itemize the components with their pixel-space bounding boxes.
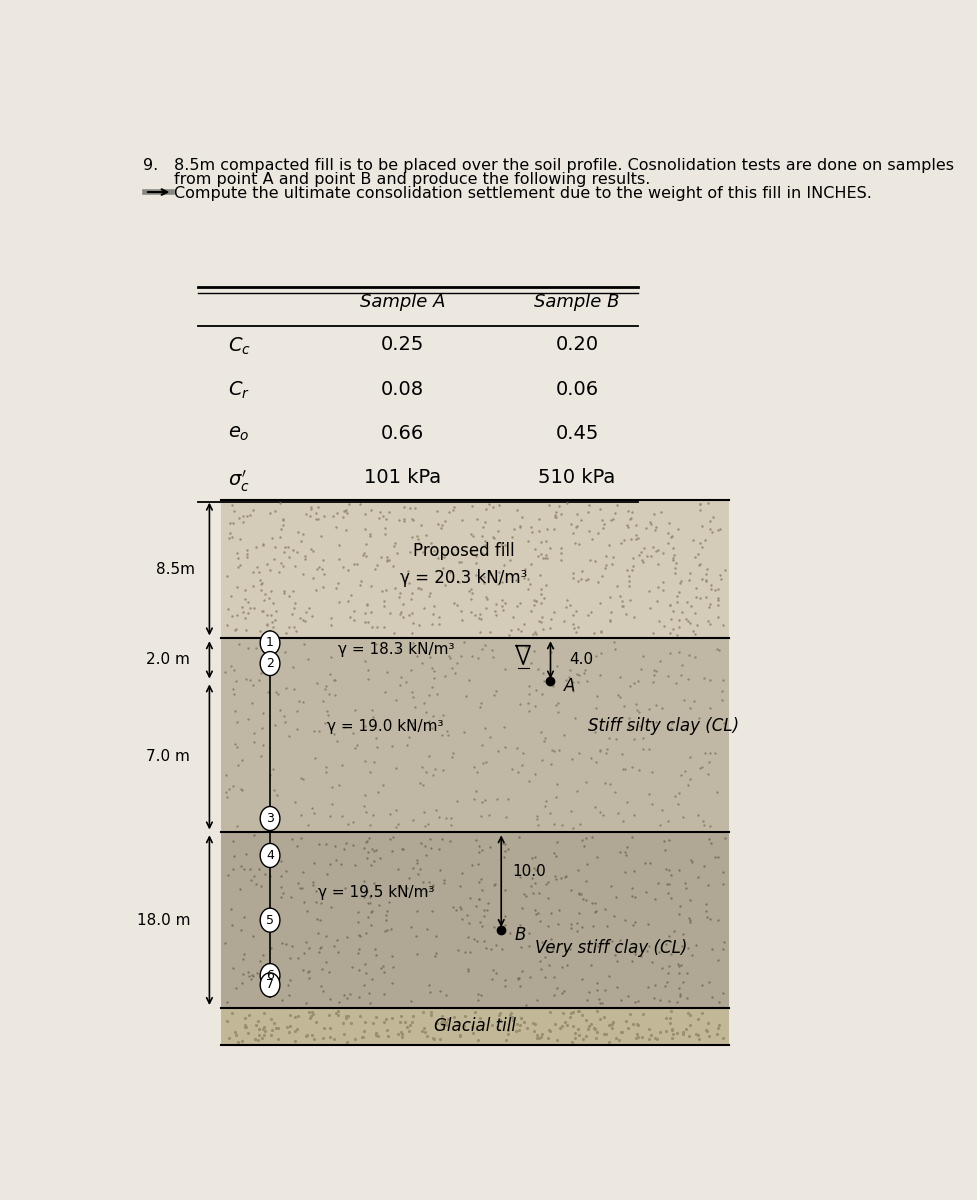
Text: Proposed fill: Proposed fill [412,541,514,559]
Text: 1: 1 [266,636,274,649]
Text: Sample B: Sample B [533,293,619,311]
Text: γ = 19.5 kN/m³: γ = 19.5 kN/m³ [318,884,434,900]
Text: γ = 20.3 kN/m³: γ = 20.3 kN/m³ [400,569,527,587]
Text: 0.08: 0.08 [381,379,424,398]
Circle shape [260,631,279,655]
Text: 101 kPa: 101 kPa [363,468,441,487]
Text: 8.5m compacted fill is to be placed over the soil profile. Cosnolidation tests a: 8.5m compacted fill is to be placed over… [174,158,953,173]
Text: 0.66: 0.66 [381,424,424,443]
Text: γ = 19.0 kN/m³: γ = 19.0 kN/m³ [326,719,443,733]
Text: Glacial till: Glacial till [433,1018,515,1036]
Text: 0.20: 0.20 [555,335,598,354]
Text: 0.45: 0.45 [555,424,598,443]
Bar [221,499,728,638]
Text: 6: 6 [266,970,274,982]
Text: 0.25: 0.25 [381,335,424,354]
Text: 3: 3 [266,812,274,826]
Bar [221,833,728,1008]
Circle shape [260,964,279,988]
Text: A: A [564,677,574,695]
Text: 7: 7 [266,978,274,991]
Text: 5: 5 [266,913,274,926]
Circle shape [260,806,279,830]
Circle shape [260,844,279,868]
Text: 10.0: 10.0 [512,864,546,880]
Text: 8.5m: 8.5m [155,562,194,576]
Text: Very stiff clay (CL): Very stiff clay (CL) [534,938,687,956]
Circle shape [260,652,279,676]
Text: 18.0 m: 18.0 m [137,913,191,928]
Text: Compute the ultimate consolidation settlement due to the weight of this fill in : Compute the ultimate consolidation settl… [174,186,871,200]
Text: 7.0 m: 7.0 m [146,750,190,764]
Text: $C_r$: $C_r$ [229,379,250,401]
Text: 4: 4 [266,848,274,862]
Circle shape [260,973,279,997]
Text: 510 kPa: 510 kPa [538,468,615,487]
Text: 0.06: 0.06 [555,379,598,398]
Text: $e_o$: $e_o$ [229,424,250,443]
Text: 2: 2 [266,658,274,670]
Text: $\sigma_c'$: $\sigma_c'$ [229,468,250,494]
Text: Stiff silty clay (CL): Stiff silty clay (CL) [588,718,739,736]
Bar [221,1008,728,1045]
Text: B: B [514,925,526,943]
Text: γ = 18.3 kN/m³: γ = 18.3 kN/m³ [338,642,454,656]
Text: 4.0: 4.0 [569,653,593,667]
Circle shape [260,908,279,932]
Text: from point A and point B and produce the following results.: from point A and point B and produce the… [174,172,650,187]
Text: 9.: 9. [144,158,158,173]
Text: Sample A: Sample A [360,293,445,311]
Text: $C_c$: $C_c$ [229,335,251,356]
Bar [221,638,728,833]
Text: 2.0 m: 2.0 m [146,653,190,667]
